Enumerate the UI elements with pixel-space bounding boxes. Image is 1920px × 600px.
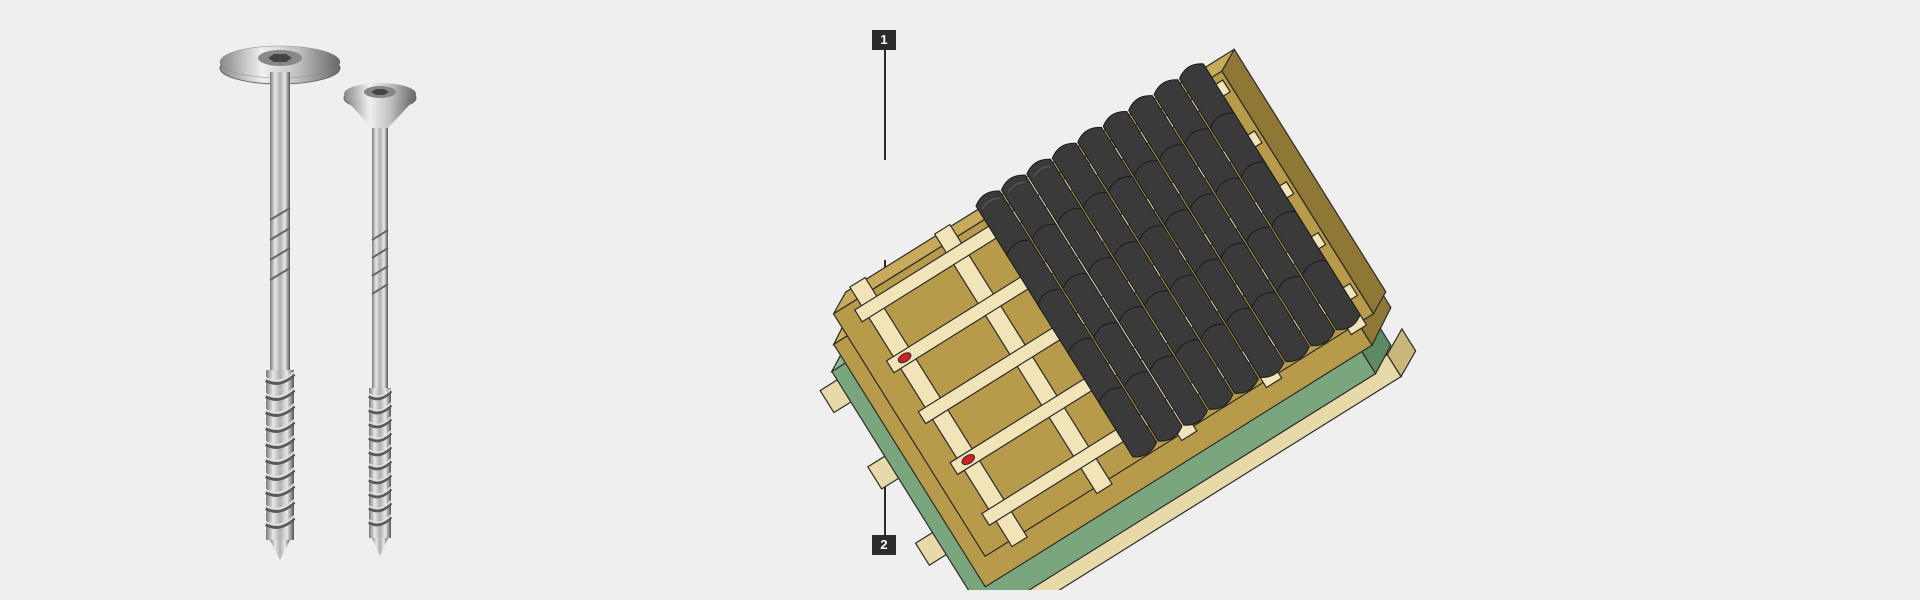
screws-illustration (180, 40, 460, 580)
roof-assembly-illustration (760, 10, 1440, 590)
product-diagram-banner: 1 2 (0, 0, 1920, 600)
screw-countersunk-head (344, 83, 416, 556)
screw-washer-head (220, 46, 340, 560)
